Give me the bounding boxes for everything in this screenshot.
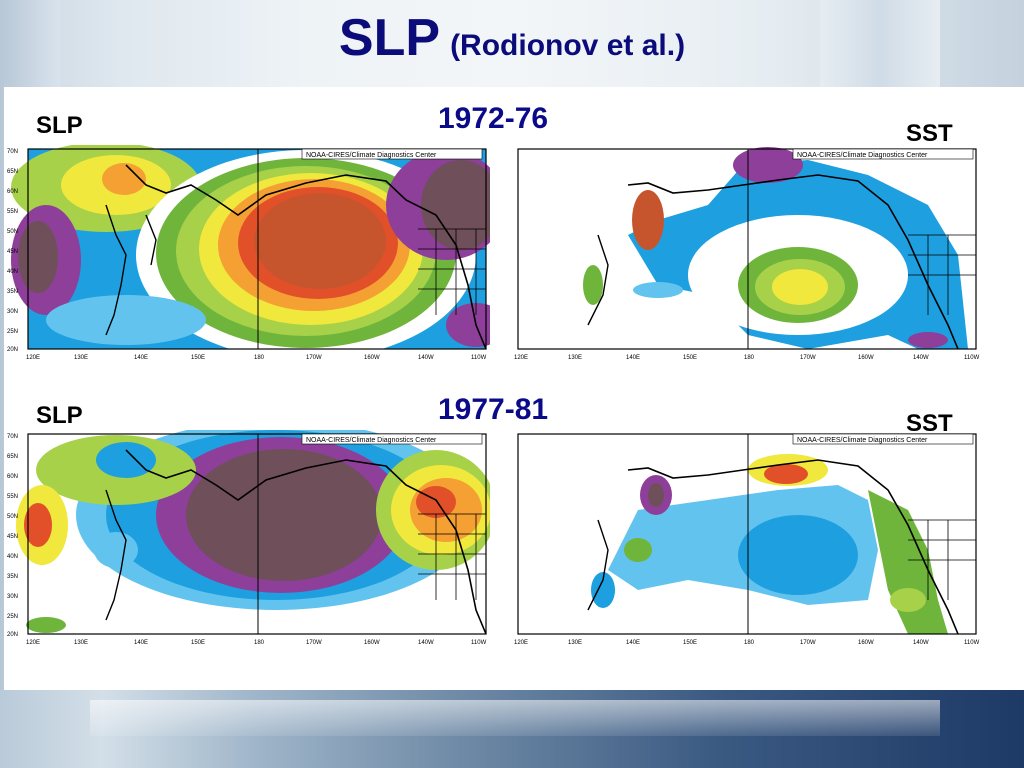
- lon-tick: 170W: [800, 640, 816, 646]
- lon-tick: 130E: [74, 640, 88, 646]
- lon-tick: 130E: [568, 640, 582, 646]
- lon-tick: 180: [744, 640, 755, 646]
- lat-tick: 55N: [7, 209, 18, 215]
- lon-tick: 170W: [800, 355, 816, 361]
- sst-map-1972-76: NOAA-CIRES/Climate Diagnostics Center 12…: [508, 145, 992, 365]
- lon-tick: 150E: [683, 355, 697, 361]
- lon-tick: 170W: [306, 355, 322, 361]
- lat-tick: 55N: [7, 494, 18, 500]
- lat-tick: 50N: [7, 514, 18, 520]
- lat-tick: 70N: [7, 149, 18, 155]
- lon-tick: 120E: [26, 355, 40, 361]
- lon-tick: 160W: [364, 355, 380, 361]
- lon-tick: 160W: [858, 355, 874, 361]
- sst-map-1977-81: NOAA-CIRES/Climate Diagnostics Center 12…: [508, 430, 992, 650]
- slp-label-1: SLP: [36, 112, 83, 139]
- map-header-text: NOAA-CIRES/Climate Diagnostics Center: [306, 437, 437, 444]
- lat-tick: 45N: [7, 534, 18, 540]
- slide-title: SLP (Rodionov et al.): [0, 8, 1024, 68]
- lon-tick: 130E: [568, 355, 582, 361]
- map-header-text: NOAA-CIRES/Climate Diagnostics Center: [306, 152, 437, 159]
- lat-tick: 60N: [7, 474, 18, 480]
- lon-tick: 110W: [964, 640, 980, 646]
- lon-tick: 110W: [471, 640, 487, 646]
- lat-tick: 30N: [7, 594, 18, 600]
- lon-tick: 140W: [418, 640, 434, 646]
- lat-tick: 65N: [7, 169, 18, 175]
- lon-tick: 140E: [134, 355, 148, 361]
- slp-label-2: SLP: [36, 402, 83, 429]
- lon-tick: 150E: [191, 355, 205, 361]
- lat-tick: 60N: [7, 189, 18, 195]
- lon-tick: 140W: [913, 640, 929, 646]
- lon-tick: 120E: [514, 640, 528, 646]
- lon-tick: 140E: [626, 640, 640, 646]
- lat-tick: 35N: [7, 289, 18, 295]
- lon-tick: 160W: [364, 640, 380, 646]
- lon-tick: 130E: [74, 355, 88, 361]
- lat-tick: 35N: [7, 574, 18, 580]
- sst-label-2: SST: [906, 410, 953, 437]
- lon-tick: 110W: [964, 355, 980, 361]
- lat-tick: 25N: [7, 329, 18, 335]
- lat-tick: 70N: [7, 434, 18, 440]
- lat-tick: 50N: [7, 229, 18, 235]
- lat-tick: 20N: [7, 347, 18, 353]
- background-bottom-band: [90, 700, 940, 736]
- sst-label-1: SST: [906, 120, 953, 147]
- lat-tick: 65N: [7, 454, 18, 460]
- period-title-1: 1972-76: [438, 102, 549, 135]
- lon-tick: 160W: [858, 640, 874, 646]
- lat-tick: 40N: [7, 269, 18, 275]
- lon-tick: 120E: [26, 640, 40, 646]
- lat-tick: 45N: [7, 249, 18, 255]
- lon-tick: 140E: [626, 355, 640, 361]
- lon-tick: 150E: [191, 640, 205, 646]
- lon-tick: 170W: [306, 640, 322, 646]
- lon-tick: 180: [254, 355, 265, 361]
- lon-tick: 110W: [471, 355, 487, 361]
- slide-title-main: SLP: [338, 9, 441, 67]
- lat-tick: 30N: [7, 309, 18, 315]
- lon-tick: 140W: [418, 355, 434, 361]
- map-header-text: NOAA-CIRES/Climate Diagnostics Center: [797, 152, 928, 159]
- lon-tick: 120E: [514, 355, 528, 361]
- lon-tick: 140E: [134, 640, 148, 646]
- lon-tick: 180: [744, 355, 755, 361]
- slp-map-1977-81: NOAA-CIRES/Climate Diagnostics Center 70…: [6, 430, 490, 650]
- background-stripe: [820, 0, 940, 90]
- slide-title-sub: (Rodionov et al.): [450, 29, 686, 62]
- lon-tick: 140W: [913, 355, 929, 361]
- slp-map-1972-76: NOAA-CIRES/Climate Diagnostics Center 70…: [6, 145, 490, 365]
- lon-tick: 150E: [683, 640, 697, 646]
- lon-tick: 180: [254, 640, 265, 646]
- period-title-2: 1977-81: [438, 393, 549, 426]
- lat-tick: 40N: [7, 554, 18, 560]
- lat-tick: 25N: [7, 614, 18, 620]
- lat-tick: 20N: [7, 632, 18, 638]
- map-header-text: NOAA-CIRES/Climate Diagnostics Center: [797, 437, 928, 444]
